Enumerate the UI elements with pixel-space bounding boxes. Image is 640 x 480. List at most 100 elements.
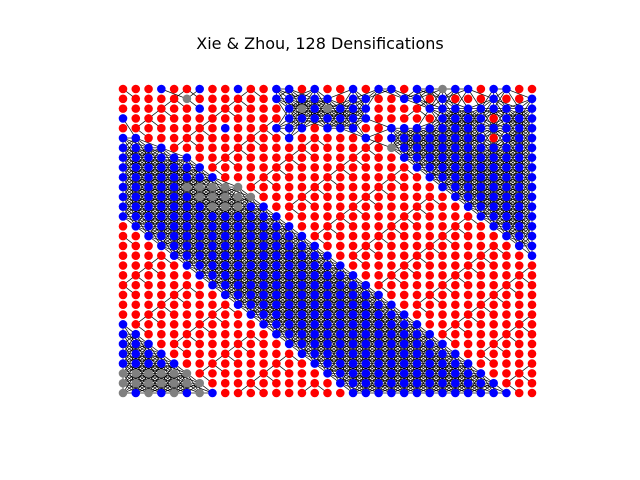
graph-node [348,271,358,280]
graph-edge [135,373,162,384]
graph-node [233,378,243,388]
graph-node [169,359,179,368]
graph-node [157,114,166,123]
graph-node [412,182,422,192]
graph-node [208,202,217,211]
graph-node [476,241,486,251]
graph-node [233,359,243,368]
graph-edge [237,265,264,276]
graph-edge [199,216,226,227]
graph-node [208,329,217,339]
graph-node [131,290,141,300]
graph-node [387,182,396,192]
figure-title: Xie & Zhou, 128 Densifications [196,34,444,53]
graph-node [157,241,166,251]
graph-edge [135,206,162,217]
graph-edge [365,88,392,100]
graph-node [233,369,243,378]
graph-node [246,212,256,221]
graph-node [438,84,447,94]
graph-node [348,349,358,359]
graph-edge [199,225,226,237]
graph-node [399,241,409,251]
graph-node [527,221,537,231]
graph-edge [327,88,354,100]
graph-node [489,192,498,202]
graph-node [438,241,447,251]
graph-node [374,212,383,221]
graph-node [335,359,345,368]
graph-edge [467,167,494,178]
graph-node [438,143,447,153]
graph-node [527,192,537,202]
graph-node [272,310,281,319]
graph-node [131,300,141,310]
graph-edge [340,284,366,296]
graph-node [272,94,281,104]
graph-node [233,192,243,202]
graph-edge [122,186,149,198]
graph-node [118,104,128,113]
graph-node [412,212,422,221]
graph-node [310,202,320,211]
graph-node [387,280,396,290]
graph-node [259,339,268,349]
graph-node [297,231,307,241]
graph-node [233,339,243,349]
graph-node [169,231,179,241]
graph-edge [237,245,264,257]
graph-edge [378,343,405,355]
graph-node [131,143,141,153]
graph-node [144,241,153,251]
graph-node [425,388,435,398]
graph-node [195,251,204,261]
graph-node [489,153,498,162]
graph-edge [289,314,315,325]
graph-node [233,329,243,339]
graph-edge [352,294,379,306]
graph-node [272,182,281,192]
graph-edge [480,108,507,119]
graph-node [348,320,358,329]
graph-edge [442,127,469,139]
graph-node [169,261,179,270]
graph-node [502,251,511,261]
graph-node [502,320,511,329]
graph-node [297,310,307,319]
graph-node [182,123,192,133]
graph-node [182,271,192,280]
graph-node [233,388,243,398]
graph-node [387,221,396,231]
graph-node [335,349,345,359]
graph-edge [365,373,392,384]
graph-node [310,359,320,368]
graph-node [144,123,153,133]
graph-node [463,349,473,359]
graph-edge [148,225,175,237]
graph-node [208,192,217,202]
graph-node [310,271,320,280]
graph-edge [391,343,418,355]
graph-node [259,182,268,192]
graph-node [118,172,128,182]
graph-node [361,153,371,162]
graph-node [476,94,486,104]
graph-node [361,251,371,261]
graph-node [527,231,537,241]
graph-edge [161,206,188,217]
graph-node [527,94,537,104]
graph-node [310,310,320,319]
graph-node [195,221,204,231]
graph-node [144,378,153,388]
graph-node [220,104,230,113]
graph-edge [186,196,213,208]
graph-edge [467,196,494,208]
graph-node [195,290,204,300]
graph-edge [467,147,494,158]
graph-node [182,163,192,172]
graph-edge [416,88,443,100]
graph-edge [199,186,226,198]
graph-edge [467,157,494,168]
graph-node [208,251,217,261]
graph-node [399,172,409,182]
